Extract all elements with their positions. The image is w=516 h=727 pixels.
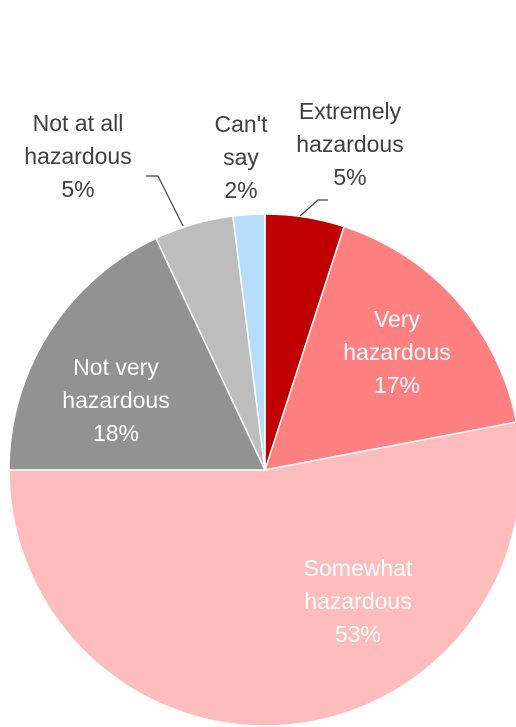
slice-percent-1: 17% xyxy=(374,372,420,398)
slice-name-line-5-0: Can't xyxy=(215,111,269,137)
leader-lines xyxy=(146,175,328,227)
pie-slices xyxy=(8,213,516,727)
slice-name-line-0-1: hazardous xyxy=(296,131,403,157)
slice-name-line-5-1: say xyxy=(223,144,259,170)
pie-slice-1 xyxy=(263,225,516,471)
slice-name-line-0-0: Extremely xyxy=(299,98,402,124)
slice-label-0: Extremely hazardous 5% xyxy=(296,98,403,190)
slice-name-line-1-0: Very xyxy=(374,306,421,332)
slice-label-3: Not very hazardous 18% xyxy=(62,354,169,446)
slice-percent-0: 5% xyxy=(333,164,366,190)
pie-slice-5 xyxy=(232,213,266,471)
slice-name-line-1-1: hazardous xyxy=(343,339,450,365)
leader-line-4 xyxy=(146,175,184,227)
slice-percent-2: 53% xyxy=(335,621,381,647)
slice-name-line-2-0: Somewhat xyxy=(304,555,413,581)
pie-slice-3 xyxy=(8,237,267,471)
slice-label-1: Very hazardous 17% xyxy=(343,306,450,398)
slice-percent-4: 5% xyxy=(61,176,94,202)
slice-name-line-4-1: hazardous xyxy=(24,143,131,169)
slice-percent-5: 2% xyxy=(224,177,257,203)
slice-labels: Extremely hazardous 5% Very hazardous 17% Some… xyxy=(24,98,450,647)
slice-label-5: Can't say 2% xyxy=(215,111,269,203)
leader-line-0 xyxy=(299,199,328,217)
slice-name-line-2-1: hazardous xyxy=(304,588,411,614)
slice-name-line-3-1: hazardous xyxy=(62,387,169,413)
pie-slice-2 xyxy=(8,421,516,727)
slice-name-line-4-0: Not at all xyxy=(33,110,124,136)
slice-name-line-3-0: Not very xyxy=(73,354,159,380)
slice-label-4: Not at all hazardous 5% xyxy=(24,110,131,202)
slice-label-2: Somewhat hazardous 53% xyxy=(304,555,413,647)
slice-percent-3: 18% xyxy=(93,420,139,446)
